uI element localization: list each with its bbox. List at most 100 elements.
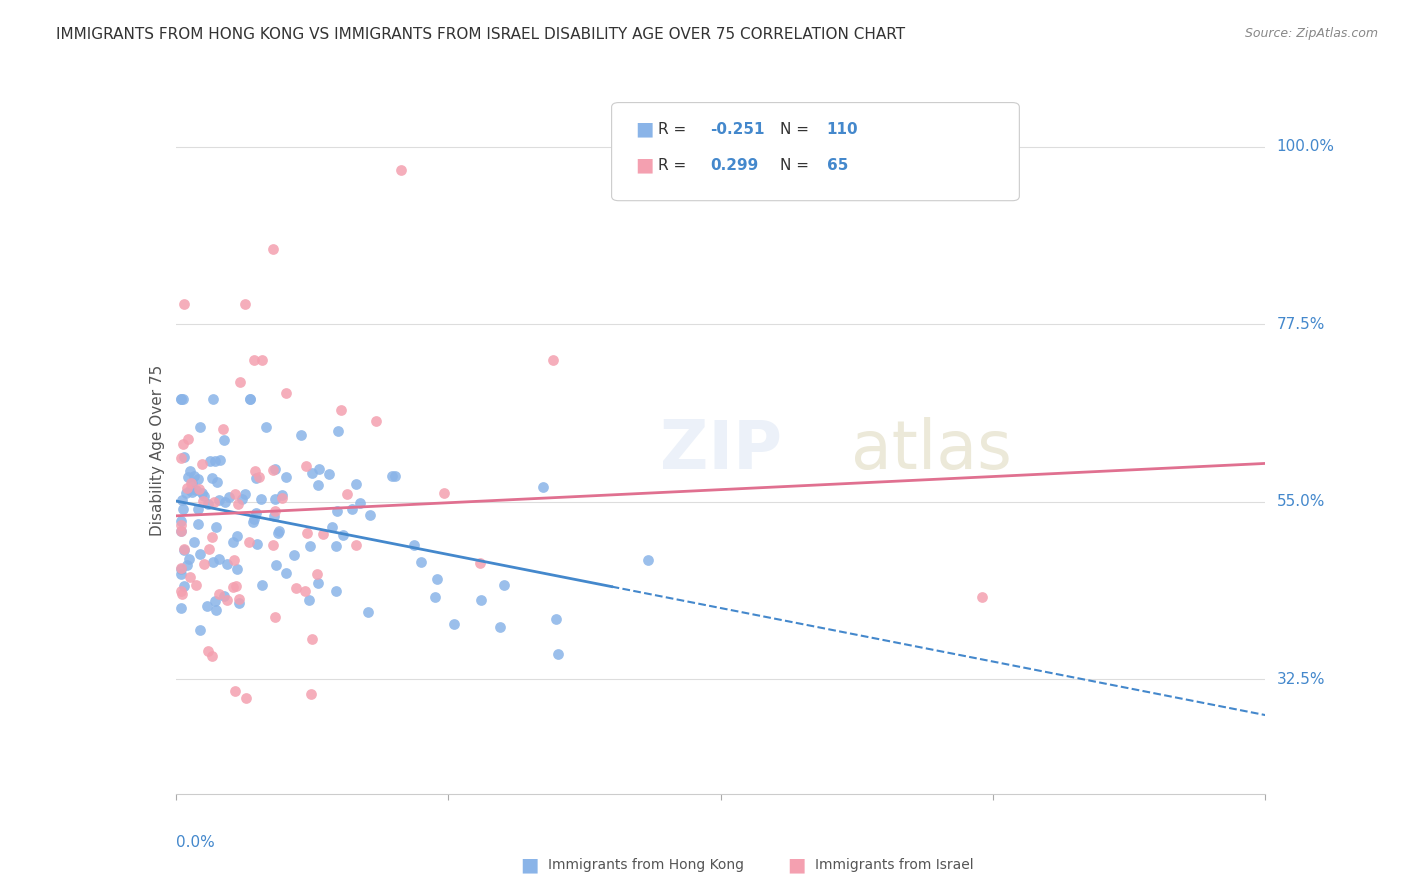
Point bbox=[321, 520, 343, 534]
Point bbox=[243, 512, 266, 526]
Point bbox=[342, 502, 364, 516]
Point bbox=[290, 428, 312, 442]
Text: 32.5%: 32.5% bbox=[1277, 672, 1324, 687]
Point bbox=[170, 562, 193, 576]
Point bbox=[207, 552, 229, 566]
Point bbox=[228, 596, 250, 610]
Text: Immigrants from Israel: Immigrants from Israel bbox=[815, 858, 974, 872]
Point bbox=[270, 491, 292, 506]
Point bbox=[262, 538, 284, 552]
Point bbox=[226, 529, 249, 543]
Point bbox=[433, 486, 456, 500]
Point bbox=[179, 552, 201, 566]
Point bbox=[225, 579, 247, 593]
Point bbox=[312, 526, 335, 541]
Point bbox=[187, 516, 209, 531]
Point bbox=[318, 467, 340, 481]
Point bbox=[208, 587, 231, 601]
Point bbox=[425, 590, 447, 604]
Text: R =: R = bbox=[658, 158, 692, 172]
Point bbox=[193, 557, 215, 571]
Text: 55.0%: 55.0% bbox=[1277, 494, 1324, 509]
Point bbox=[546, 612, 568, 626]
Point bbox=[202, 555, 225, 569]
Point bbox=[205, 520, 228, 534]
Point bbox=[238, 534, 260, 549]
Point bbox=[294, 583, 316, 598]
Point bbox=[187, 501, 209, 516]
Point bbox=[170, 517, 193, 532]
Point bbox=[637, 552, 659, 566]
Text: N =: N = bbox=[780, 158, 814, 172]
Point bbox=[200, 454, 222, 468]
Point bbox=[299, 687, 322, 701]
Point bbox=[247, 469, 270, 483]
Point bbox=[183, 469, 205, 483]
Point bbox=[328, 425, 350, 439]
Text: 100.0%: 100.0% bbox=[1277, 139, 1334, 154]
Point bbox=[187, 472, 209, 486]
Point bbox=[344, 538, 367, 552]
Point bbox=[283, 548, 305, 562]
Point bbox=[325, 539, 347, 553]
Point bbox=[970, 590, 993, 604]
Text: atlas: atlas bbox=[852, 417, 1012, 483]
Point bbox=[179, 483, 201, 498]
Point bbox=[492, 578, 515, 592]
Point bbox=[276, 566, 298, 581]
Point bbox=[298, 539, 321, 553]
Point bbox=[307, 575, 329, 590]
Point bbox=[359, 508, 381, 523]
Point bbox=[336, 487, 359, 501]
Point bbox=[190, 457, 212, 471]
Point bbox=[326, 503, 349, 517]
Point bbox=[214, 495, 236, 509]
Point bbox=[190, 486, 212, 500]
Point bbox=[215, 557, 238, 571]
Point bbox=[224, 553, 246, 567]
Point bbox=[262, 242, 284, 256]
Point bbox=[443, 616, 465, 631]
Point bbox=[170, 392, 193, 406]
Point bbox=[172, 493, 194, 508]
Text: -0.251: -0.251 bbox=[710, 122, 765, 136]
Point bbox=[226, 496, 249, 510]
Point bbox=[250, 352, 273, 367]
Point bbox=[250, 578, 273, 592]
Point bbox=[179, 464, 201, 478]
Text: IMMIGRANTS FROM HONG KONG VS IMMIGRANTS FROM ISRAEL DISABILITY AGE OVER 75 CORRE: IMMIGRANTS FROM HONG KONG VS IMMIGRANTS … bbox=[56, 27, 905, 42]
Text: 0.0%: 0.0% bbox=[176, 835, 215, 850]
Point bbox=[170, 601, 193, 615]
Point bbox=[426, 573, 449, 587]
Point bbox=[173, 450, 195, 465]
Point bbox=[294, 458, 316, 473]
Point bbox=[364, 414, 387, 428]
Point bbox=[389, 163, 412, 178]
Point bbox=[349, 495, 371, 509]
Point bbox=[193, 489, 215, 503]
Point bbox=[188, 482, 211, 496]
Point bbox=[239, 392, 262, 406]
Point bbox=[242, 352, 264, 367]
Point bbox=[170, 584, 193, 599]
Point bbox=[242, 515, 264, 529]
Point bbox=[470, 592, 492, 607]
Point bbox=[250, 492, 273, 507]
Point bbox=[233, 297, 256, 311]
Point bbox=[205, 475, 228, 489]
Point bbox=[173, 541, 195, 556]
Text: 110: 110 bbox=[827, 122, 858, 136]
Point bbox=[201, 648, 224, 663]
Point bbox=[235, 487, 257, 501]
Point bbox=[224, 684, 246, 698]
Point bbox=[173, 542, 195, 557]
Point bbox=[172, 502, 194, 516]
Point bbox=[235, 690, 257, 705]
Point bbox=[262, 463, 284, 477]
Point bbox=[204, 454, 226, 468]
Point bbox=[176, 558, 198, 572]
Point bbox=[381, 469, 404, 483]
Point bbox=[263, 509, 285, 524]
Point bbox=[197, 497, 219, 511]
Point bbox=[547, 647, 569, 661]
